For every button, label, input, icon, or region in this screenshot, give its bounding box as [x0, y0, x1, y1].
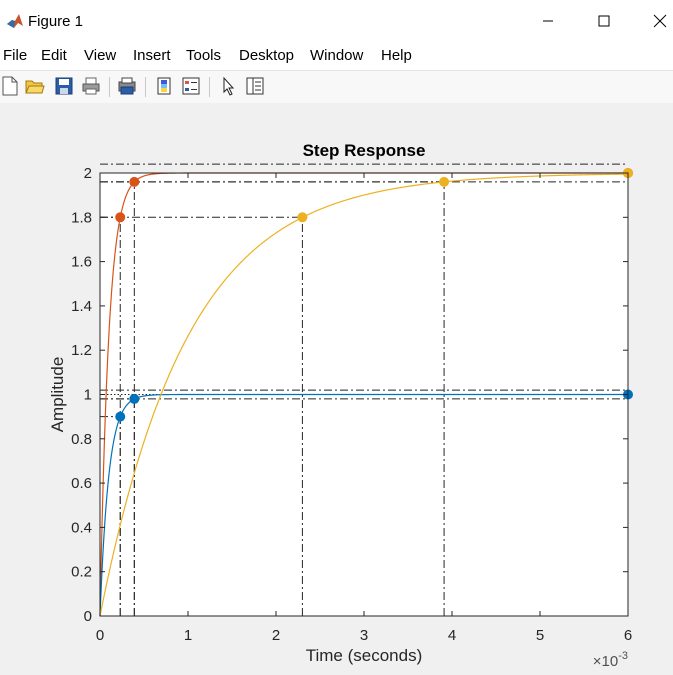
title-bar: Figure 1: [0, 0, 673, 42]
y-tick-label: 0: [84, 608, 92, 625]
y-tick-label: 1.2: [71, 342, 92, 359]
minimize-button[interactable]: [525, 6, 571, 36]
y-tick-label: 0.6: [71, 475, 92, 492]
data-marker-point: [115, 411, 126, 422]
maximize-button[interactable]: [581, 6, 627, 36]
y-tick-label: 1.4: [71, 298, 92, 315]
toolbar-separator: [145, 77, 146, 97]
x-tick-label: 3: [360, 627, 368, 644]
y-tick-label: 2: [84, 165, 92, 182]
menu-view[interactable]: View: [84, 47, 117, 64]
y-tick-label: 0.8: [71, 431, 92, 448]
legend-icon[interactable]: [181, 76, 201, 96]
x-tick-label: 0: [96, 627, 104, 644]
menu-tools[interactable]: Tools: [186, 47, 222, 64]
matlab-logo-icon: [7, 14, 23, 28]
save-icon[interactable]: [54, 76, 74, 96]
y-axis-label: Amplitude: [48, 357, 67, 433]
data-marker-point: [129, 393, 140, 404]
x-tick-label: 6: [624, 627, 632, 644]
chart-title: Step Response: [303, 141, 426, 160]
x-tick-label: 2: [272, 627, 280, 644]
close-button[interactable]: [637, 6, 673, 36]
y-tick-label: 0.2: [71, 564, 92, 581]
print-icon[interactable]: [81, 76, 101, 96]
response-line: [99, 393, 628, 617]
data-marker-point: [297, 212, 308, 223]
x-axis-exponent: ×10-3: [593, 650, 628, 670]
y-tick-label: 1: [84, 387, 92, 404]
toolbar-separator: [209, 77, 210, 97]
y-tick-label: 0.4: [71, 519, 92, 536]
menu-bar: File Edit View Insert Tools Desktop Wind…: [0, 42, 673, 70]
colorbar-icon[interactable]: [154, 76, 174, 96]
x-axis-label: Time (seconds): [306, 646, 423, 665]
maximize-icon: [598, 15, 610, 27]
menu-desktop[interactable]: Desktop: [239, 47, 295, 64]
print-preview-icon[interactable]: [117, 76, 137, 96]
x-axis-ticks: 0 1 2 3 4 5 6: [96, 173, 632, 644]
x-tick-label: 5: [536, 627, 544, 644]
menu-help[interactable]: Help: [381, 47, 412, 64]
pointer-icon[interactable]: [219, 76, 239, 96]
toolbar: [0, 70, 673, 104]
x-tick-label: 4: [448, 627, 456, 644]
x-tick-label: 1: [184, 627, 192, 644]
new-figure-icon[interactable]: [0, 76, 20, 96]
property-inspector-icon[interactable]: [245, 76, 265, 96]
menu-file[interactable]: File: [3, 47, 28, 64]
open-file-icon[interactable]: [25, 76, 45, 96]
window-title: Figure 1: [28, 13, 84, 30]
menu-edit[interactable]: Edit: [41, 47, 67, 64]
minimize-icon: [543, 20, 553, 22]
y-tick-label: 1.6: [71, 254, 92, 271]
figure-area: 0 1 2 3 4 5 6 0 0.2 0.4 0.6 0.8 1 1.2 1.4 1.6 1.8 2 Step…: [0, 103, 673, 670]
y-tick-label: 1.8: [71, 209, 92, 226]
data-marker-point: [115, 212, 126, 223]
data-marker-point: [439, 176, 450, 187]
menu-window[interactable]: Window: [310, 47, 364, 64]
menu-insert[interactable]: Insert: [133, 47, 171, 64]
x-exponent-base: ×10: [593, 653, 618, 670]
step-response-chart: 0 1 2 3 4 5 6 0 0.2 0.4 0.6 0.8 1 1.2 1.4 1.6 1.8 2 Step…: [48, 141, 633, 670]
data-marker-point: [129, 176, 140, 187]
close-icon: [653, 14, 667, 28]
x-exponent-power: -3: [618, 650, 628, 662]
toolbar-separator: [109, 77, 110, 97]
y-axis-ticks: 0 0.2 0.4 0.6 0.8 1 1.2 1.4 1.6 1.8 2: [71, 165, 628, 625]
